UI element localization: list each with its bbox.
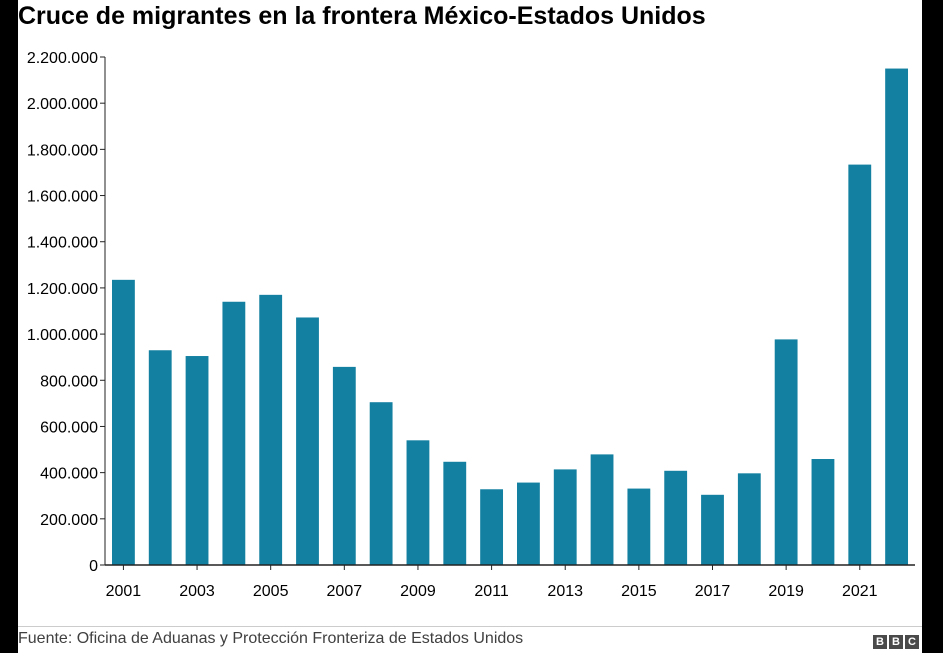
- bbc-logo: B B C: [873, 635, 919, 649]
- bar-2019: [774, 339, 798, 565]
- y-tick-label: 1.400.000: [27, 235, 98, 252]
- y-tick-label: 1.000.000: [27, 327, 98, 344]
- bar-2018: [737, 473, 761, 565]
- x-tick-label: 2013: [547, 583, 583, 600]
- chart-card: Cruce de migrantes en la frontera México…: [18, 0, 922, 653]
- y-tick-label: 1.800.000: [27, 142, 98, 159]
- bar-2012: [517, 482, 540, 565]
- bar-2022: [885, 68, 909, 566]
- x-axis-ticks: 2001 2003 2005 2007 2009 2011 2013 2015 2017 2019…: [106, 565, 878, 600]
- bar-2009: [406, 440, 430, 565]
- x-tick-label: 2001: [106, 583, 142, 600]
- x-tick-label: 2003: [179, 583, 215, 600]
- bar-2008: [369, 402, 393, 565]
- x-tick-label: 2009: [400, 583, 436, 600]
- y-tick-label: 400.000: [40, 466, 98, 483]
- y-tick-label: 2.200.000: [27, 50, 98, 67]
- x-tick-label: 2021: [842, 583, 878, 600]
- y-tick-label: 2.000.000: [27, 96, 98, 113]
- y-tick-label: 1.200.000: [27, 281, 98, 298]
- y-tick-label: 800.000: [40, 373, 98, 390]
- bar-2016: [664, 470, 688, 565]
- bar-2017: [701, 494, 724, 565]
- y-axis-ticks: 0 200.000 400.000 600.000 800.000 1.000.000 1.…: [27, 50, 105, 575]
- logo-letter: B: [873, 635, 887, 649]
- bar-2014: [590, 454, 614, 565]
- footer-divider: [18, 626, 922, 627]
- bar-2001: [112, 279, 135, 565]
- bar-2003: [185, 356, 209, 565]
- logo-letter: C: [905, 635, 919, 649]
- bar-2006: [296, 317, 319, 565]
- x-tick-label: 2011: [474, 583, 509, 600]
- bar-2004: [222, 301, 246, 565]
- bar-2005: [259, 294, 283, 565]
- x-tick-label: 2005: [253, 583, 289, 600]
- bars: [112, 68, 909, 566]
- bar-2013: [553, 469, 577, 565]
- bar-2011: [480, 489, 504, 565]
- source-note: Fuente: Oficina de Aduanas y Protección …: [18, 630, 524, 647]
- bar-2015: [627, 488, 651, 565]
- y-tick-label: 200.000: [40, 512, 98, 529]
- y-tick-label: 600.000: [40, 419, 98, 436]
- y-tick-label: 0: [89, 558, 98, 575]
- chart-title: Cruce de migrantes en la frontera México…: [18, 2, 706, 30]
- x-tick-label: 2007: [327, 583, 363, 600]
- bar-2021: [848, 164, 872, 565]
- bar-2007: [332, 366, 356, 565]
- x-tick-label: 2019: [768, 583, 804, 600]
- bar-2002: [148, 350, 172, 565]
- bar-2010: [443, 461, 467, 565]
- y-tick-label: 1.600.000: [27, 189, 98, 206]
- logo-letter: B: [889, 635, 903, 649]
- bar-2020: [811, 459, 835, 565]
- x-tick-label: 2017: [695, 583, 731, 600]
- bar-chart: 0 200.000 400.000 600.000 800.000 1.000.000 1.…: [27, 50, 915, 600]
- x-tick-label: 2015: [621, 583, 657, 600]
